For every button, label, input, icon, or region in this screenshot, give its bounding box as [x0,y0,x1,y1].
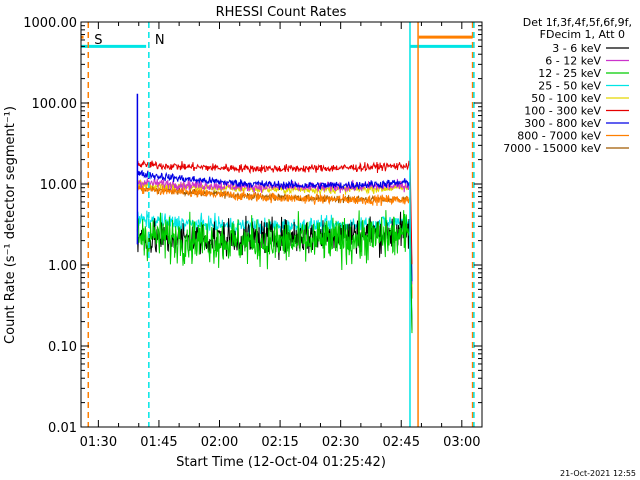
x-tick-label: 01:30 [80,435,117,450]
series-line [136,183,413,299]
legend-entry-label: 50 - 100 keV [531,92,601,105]
footer-timestamp: 21-Oct-2021 12:55 [560,469,636,478]
series-line [136,210,413,334]
x-tick-label: 02:45 [383,435,420,450]
legend: Det 1f,3f,4f,5f,6f,9f, FDecim 1, Att 0 3… [503,16,632,155]
series-line [136,209,413,320]
legend-entry-label: 6 - 12 keV [545,55,601,68]
y-tick-label: 100.00 [32,97,78,112]
legend-entry-label: 25 - 50 keV [538,80,601,93]
y-tick-label: 0.01 [48,421,77,436]
legend-entry-label: 300 - 800 keV [524,117,601,130]
x-tick-label: 02:15 [261,435,298,450]
x-axis-label: Start Time (12-Oct-04 01:25:42) [176,455,386,470]
y-tick-label: 10.00 [40,178,77,193]
series-line [136,169,413,282]
legend-entry-label: 100 - 300 keV [524,105,601,118]
legend-entry-label: 3 - 6 keV [552,42,601,55]
x-tick-label: 01:45 [140,435,177,450]
y-tick-label: 1000.00 [23,16,77,31]
x-tick-label: 03:00 [443,435,480,450]
series-line [136,153,413,265]
chart-title: RHESSI Count Rates [216,5,347,20]
legend-entry-label: 7000 - 15000 keV [503,142,601,155]
y-tick-label: 0.10 [48,340,77,355]
y-tick-label: 1.00 [48,259,77,274]
series-layer [136,93,413,334]
x-tick-label: 02:30 [322,435,359,450]
legend-entry-label: 12 - 25 keV [538,67,601,80]
plot-frame [80,21,483,428]
marker-label: S [94,33,102,48]
marker-label: N [155,33,165,48]
legend-entry-label: 800 - 7000 keV [517,130,601,143]
legend-header-line-1: Det 1f,3f,4f,5f,6f,9f, [523,16,632,29]
x-tick-label: 02:00 [201,435,238,450]
axis-layer: 01:30 01:45 02:00 02:15 02:30 02:45 03:00 0.01 0… [23,16,483,450]
y-axis-label: Count Rate (s⁻¹ detector segment⁻¹) [3,106,18,344]
legend-header-line-2: FDecim 1, Att 0 [540,28,625,41]
